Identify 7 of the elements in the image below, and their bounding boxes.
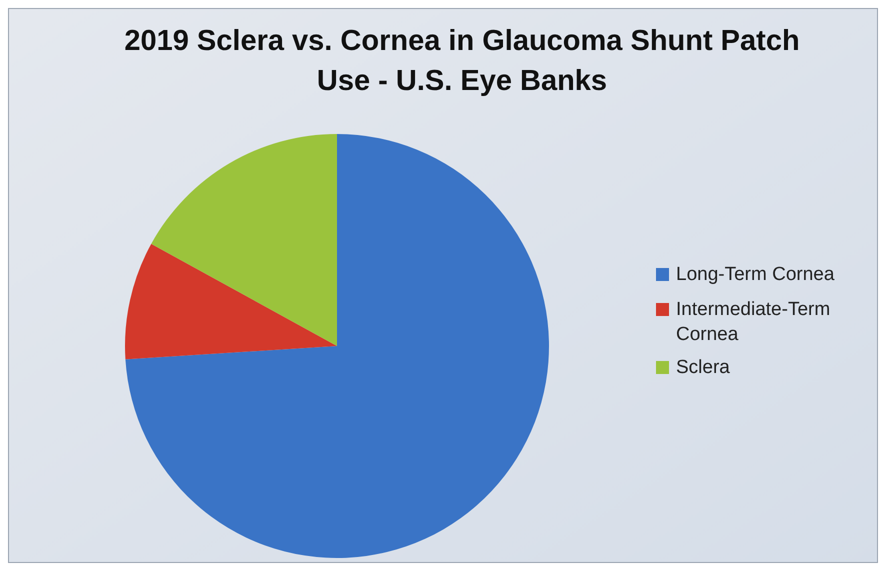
legend-label: Intermediate-Term Cornea [676, 299, 830, 345]
legend-label: Long-Term Cornea [676, 264, 835, 285]
pie-slice [151, 134, 337, 346]
pie-slice [125, 244, 337, 360]
legend-label: Sclera [676, 357, 730, 378]
chart-title: 2019 Sclera vs. Cornea in Glaucoma Shunt Patch Use - U.S. Eye Banks [124, 25, 800, 97]
pie-slice [125, 134, 549, 558]
